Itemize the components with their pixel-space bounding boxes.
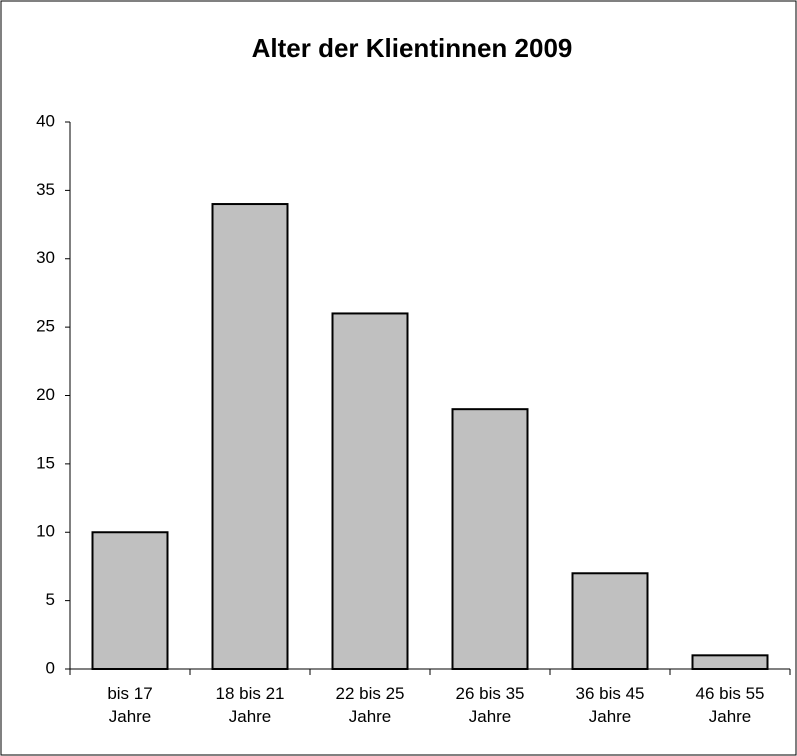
x-tick-label: 26 bis 35 Jahre bbox=[456, 684, 525, 726]
y-tick-label: 35 bbox=[36, 180, 55, 199]
bar bbox=[211, 203, 289, 671]
y-tick-label: 10 bbox=[36, 522, 55, 541]
x-tick-label: 22 bis 25 Jahre bbox=[336, 684, 405, 726]
y-tick-label: 5 bbox=[46, 590, 55, 609]
bar bbox=[571, 572, 649, 671]
bar bbox=[331, 312, 409, 670]
y-tick-label: 25 bbox=[36, 317, 55, 336]
chart-title: Alter der Klientinnen 2009 bbox=[252, 33, 573, 63]
y-tick-label: 15 bbox=[36, 453, 55, 472]
bar bbox=[691, 654, 769, 671]
x-tick-label: bis 17 Jahre bbox=[107, 684, 152, 726]
bar bbox=[91, 531, 169, 670]
y-tick-label: 40 bbox=[36, 111, 55, 130]
x-tick-label: 18 bis 21 Jahre bbox=[216, 684, 285, 726]
y-tick-label: 0 bbox=[46, 658, 55, 677]
y-tick-label: 20 bbox=[36, 385, 55, 404]
x-tick-label: 46 bis 55 Jahre bbox=[696, 684, 765, 726]
x-tick-label: 36 bis 45 Jahre bbox=[576, 684, 645, 726]
y-tick-label: 30 bbox=[36, 248, 55, 267]
bar bbox=[451, 408, 529, 670]
